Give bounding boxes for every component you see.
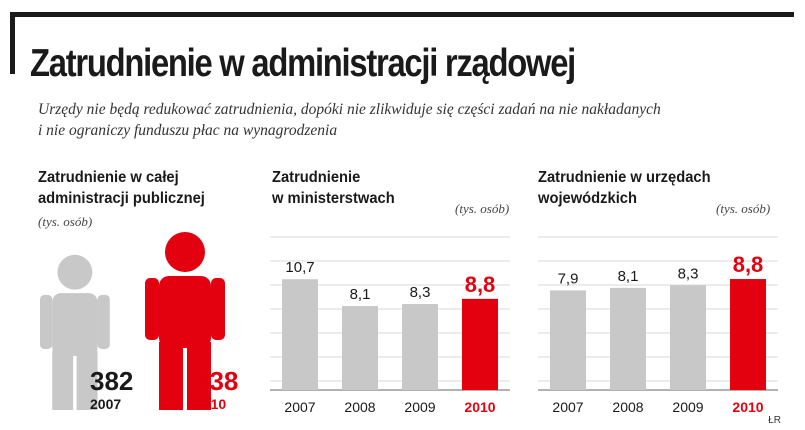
person-figure-2010 (145, 232, 225, 410)
ministries-bar-2010 (462, 298, 498, 390)
person-figure-2007 (40, 254, 110, 410)
voivodeship-category-label-2008: 2008 (612, 399, 643, 415)
panel1-title-line-1: Zatrudnienie w całej (38, 169, 179, 186)
person-2010-head (165, 232, 205, 272)
person-2007-left-leg (52, 350, 74, 410)
page-title: Zatrudnienie w administracji rządowej (30, 42, 576, 85)
person-2010-right-leg (187, 342, 211, 410)
ministries-bar-2007 (282, 279, 318, 390)
panel1-title-line-2: administracji publicznej (38, 190, 205, 207)
person-2010-right-arm (211, 278, 225, 340)
person-2010-torso (159, 276, 211, 348)
pictogram-category-label-2010: 2010 (195, 396, 226, 412)
ministries-value-label-2010: 8,8 (465, 272, 496, 297)
panel1-unit: (tys. osób) (38, 214, 93, 229)
voivodeship-bar-2007 (550, 290, 586, 390)
credit-label: ŁR (768, 415, 781, 426)
panel1-title: Zatrudnienie w całej administracji publi… (38, 167, 205, 209)
voivodeship-value-label-2009: 8,3 (678, 265, 699, 282)
ministries-category-label-2008: 2008 (344, 399, 375, 415)
frame-top-rule (10, 12, 794, 17)
person-2010-left-arm (145, 278, 159, 340)
voivodeship-category-label-2009: 2009 (672, 399, 703, 415)
voivodeship-bar-2008 (610, 287, 646, 390)
page-subtitle: Urzędy nie będą redukować zatrudnienia, … (38, 99, 778, 141)
panel2-title: Zatrudnienie w ministerstwach (272, 167, 395, 209)
ministries-value-label-2008: 8,1 (350, 286, 371, 303)
ministries-value-label-2007: 10,7 (285, 259, 314, 276)
pictogram-category-label-2007: 2007 (90, 396, 121, 412)
ministries-bar-chart: 10,7 2007 8,1 2008 8,3 2009 8,8 2010 (270, 236, 510, 415)
panel2-title-line-1: Zatrudnienie (272, 169, 361, 186)
voivodeship-value-label-2008: 8,1 (618, 268, 639, 285)
panel2-unit: (tys. osób) (455, 201, 510, 216)
voivodeship-value-label-2007: 7,9 (558, 270, 579, 287)
subtitle-line-1: Urzędy nie będą redukować zatrudnienia, … (38, 101, 661, 118)
pictogram-value-label-2007: 382 (90, 366, 133, 396)
person-2007-torso (52, 293, 98, 356)
panel3-title-line-1: Zatrudnienie w urzędach (538, 169, 711, 186)
voivodeship-value-label-2010: 8,8 (733, 252, 764, 277)
ministries-bar-2008 (342, 306, 378, 390)
panel3-unit: (tys. osób) (716, 201, 771, 216)
ministries-value-label-2009: 8,3 (410, 284, 431, 301)
pictogram-value-label-2010: 438 (195, 366, 238, 396)
ministries-category-label-2009: 2009 (404, 399, 435, 415)
ministries-category-label-2007: 2007 (284, 399, 315, 415)
ministries-bar-2009 (402, 304, 438, 390)
frame-left-rule (10, 12, 15, 74)
person-2007-right-arm (97, 294, 110, 349)
ministries-category-label-2010: 2010 (464, 399, 495, 415)
voivodeship-category-label-2010: 2010 (732, 399, 763, 415)
voivodeship-bar-2009 (670, 285, 706, 390)
person-2007-head (57, 254, 93, 290)
person-2007-right-leg (76, 350, 98, 410)
panel3-title: Zatrudnienie w urzędach wojewódzkich (538, 167, 711, 209)
panel3-title-line-2: wojewódzkich (538, 190, 637, 207)
voivodeship-offices-bar-chart: 7,9 2007 8,1 2008 8,3 2009 8,8 2010 (538, 236, 778, 415)
subtitle-line-2: i nie ograniczy funduszu płac na wynagro… (38, 122, 338, 139)
voivodeship-category-label-2007: 2007 (552, 399, 583, 415)
person-2010-left-leg (159, 342, 183, 410)
panel2-title-line-2: w ministerstwach (272, 190, 395, 207)
voivodeship-bar-2010 (730, 279, 766, 390)
person-2007-left-arm (40, 294, 53, 349)
